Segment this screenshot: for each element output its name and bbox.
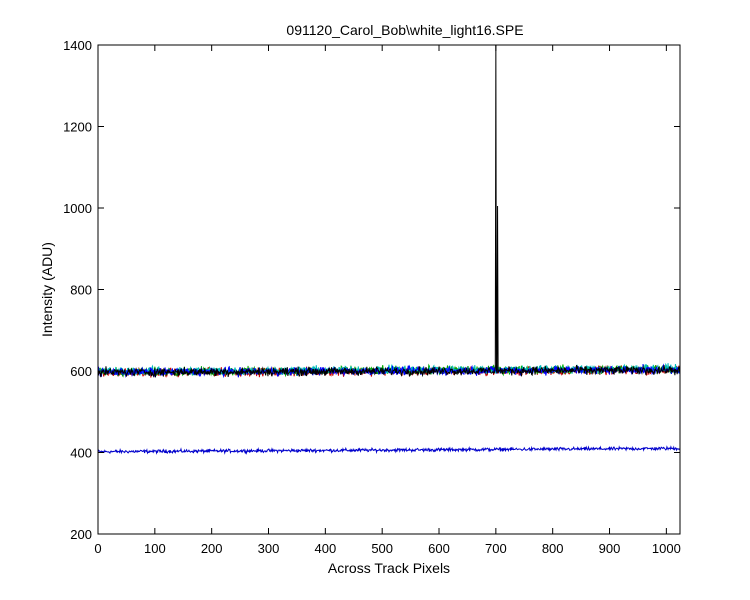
x-tick-label: 900 bbox=[599, 541, 621, 556]
y-tick-label: 1400 bbox=[63, 38, 92, 53]
x-tick-label: 700 bbox=[485, 541, 507, 556]
x-tick-label: 0 bbox=[94, 541, 101, 556]
y-tick-label: 600 bbox=[70, 364, 92, 379]
x-tick-label: 800 bbox=[542, 541, 564, 556]
x-tick-label: 500 bbox=[371, 541, 393, 556]
y-tick-label: 1200 bbox=[63, 120, 92, 135]
ticks-layer: 0 100 200 300 400 500 600 700 800 900 1000 200 400 60… bbox=[63, 38, 681, 556]
chart-title: 091120_Carol_Bob\white_light16.SPE bbox=[286, 22, 523, 38]
y-tick-label: 800 bbox=[70, 283, 92, 298]
series-line-6 bbox=[97, 44, 681, 378]
series-line-1 bbox=[97, 445, 681, 455]
x-tick-label: 1000 bbox=[652, 541, 681, 556]
y-tick-label: 1000 bbox=[63, 201, 92, 216]
x-axis-title: Across Track Pixels bbox=[328, 560, 450, 576]
x-tick-label: 100 bbox=[144, 541, 166, 556]
y-axis-title: Intensity (ADU) bbox=[39, 242, 55, 337]
x-tick-label: 600 bbox=[428, 541, 450, 556]
x-tick-label: 400 bbox=[314, 541, 336, 556]
x-tick-label: 300 bbox=[258, 541, 280, 556]
series-layer bbox=[97, 44, 681, 455]
series-line-4 bbox=[97, 362, 681, 376]
plot-frame bbox=[97, 44, 681, 535]
x-tick-label: 200 bbox=[201, 541, 223, 556]
y-tick-label: 400 bbox=[70, 446, 92, 461]
y-tick-label: 200 bbox=[70, 527, 92, 542]
